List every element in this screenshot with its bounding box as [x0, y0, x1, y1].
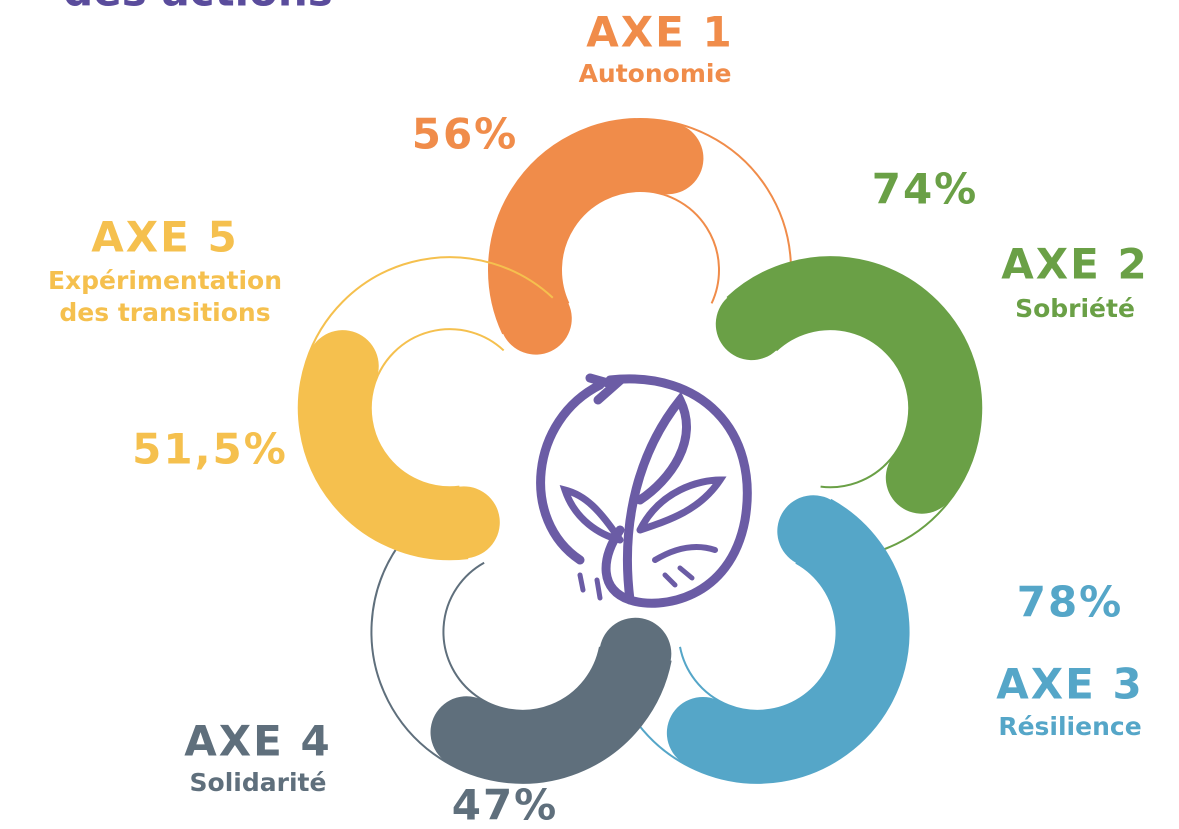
value-label: 51,5%: [132, 425, 288, 474]
petals: [297, 117, 983, 784]
label-group: AXE 2 Sobriété 74%: [872, 165, 1148, 324]
petal-outline: [679, 561, 838, 712]
axis-subtitle: des transitions: [59, 298, 270, 327]
petal-fill: [715, 257, 982, 514]
value-label: 74%: [872, 165, 979, 214]
petal-outline: [560, 190, 720, 304]
petal-outline: [369, 328, 505, 489]
label-group: AXE 3 Résilience 78%: [996, 578, 1143, 742]
logo: [536, 373, 752, 608]
axis-name: AXE 2: [1001, 240, 1148, 289]
petal-fill: [666, 495, 909, 783]
axis-name: AXE 5: [91, 213, 238, 262]
axis-name: AXE 1: [586, 8, 733, 57]
petal-outline: [775, 328, 911, 489]
value-label: 78%: [1017, 578, 1124, 627]
axis-subtitle: Solidarité: [190, 768, 327, 797]
label-group: AXE 5 Expérimentation des transitions 51,5%: [48, 213, 288, 474]
axis-name: AXE 4: [184, 717, 331, 766]
chart-title: des actions: [63, 0, 333, 16]
axis-name: AXE 3: [996, 660, 1143, 709]
petal-fill: [298, 330, 500, 560]
value-label: 56%: [412, 110, 519, 159]
axis-subtitle: Expérimentation: [48, 266, 282, 295]
petal-outline: [442, 561, 601, 712]
axis-subtitle: Autonomie: [579, 59, 732, 88]
axis-subtitle: Résilience: [998, 712, 1141, 741]
value-label: 47%: [452, 781, 559, 829]
petal-fill: [489, 119, 704, 355]
axis-subtitle: Sobriété: [1015, 294, 1135, 323]
petal-fill: [430, 617, 672, 783]
